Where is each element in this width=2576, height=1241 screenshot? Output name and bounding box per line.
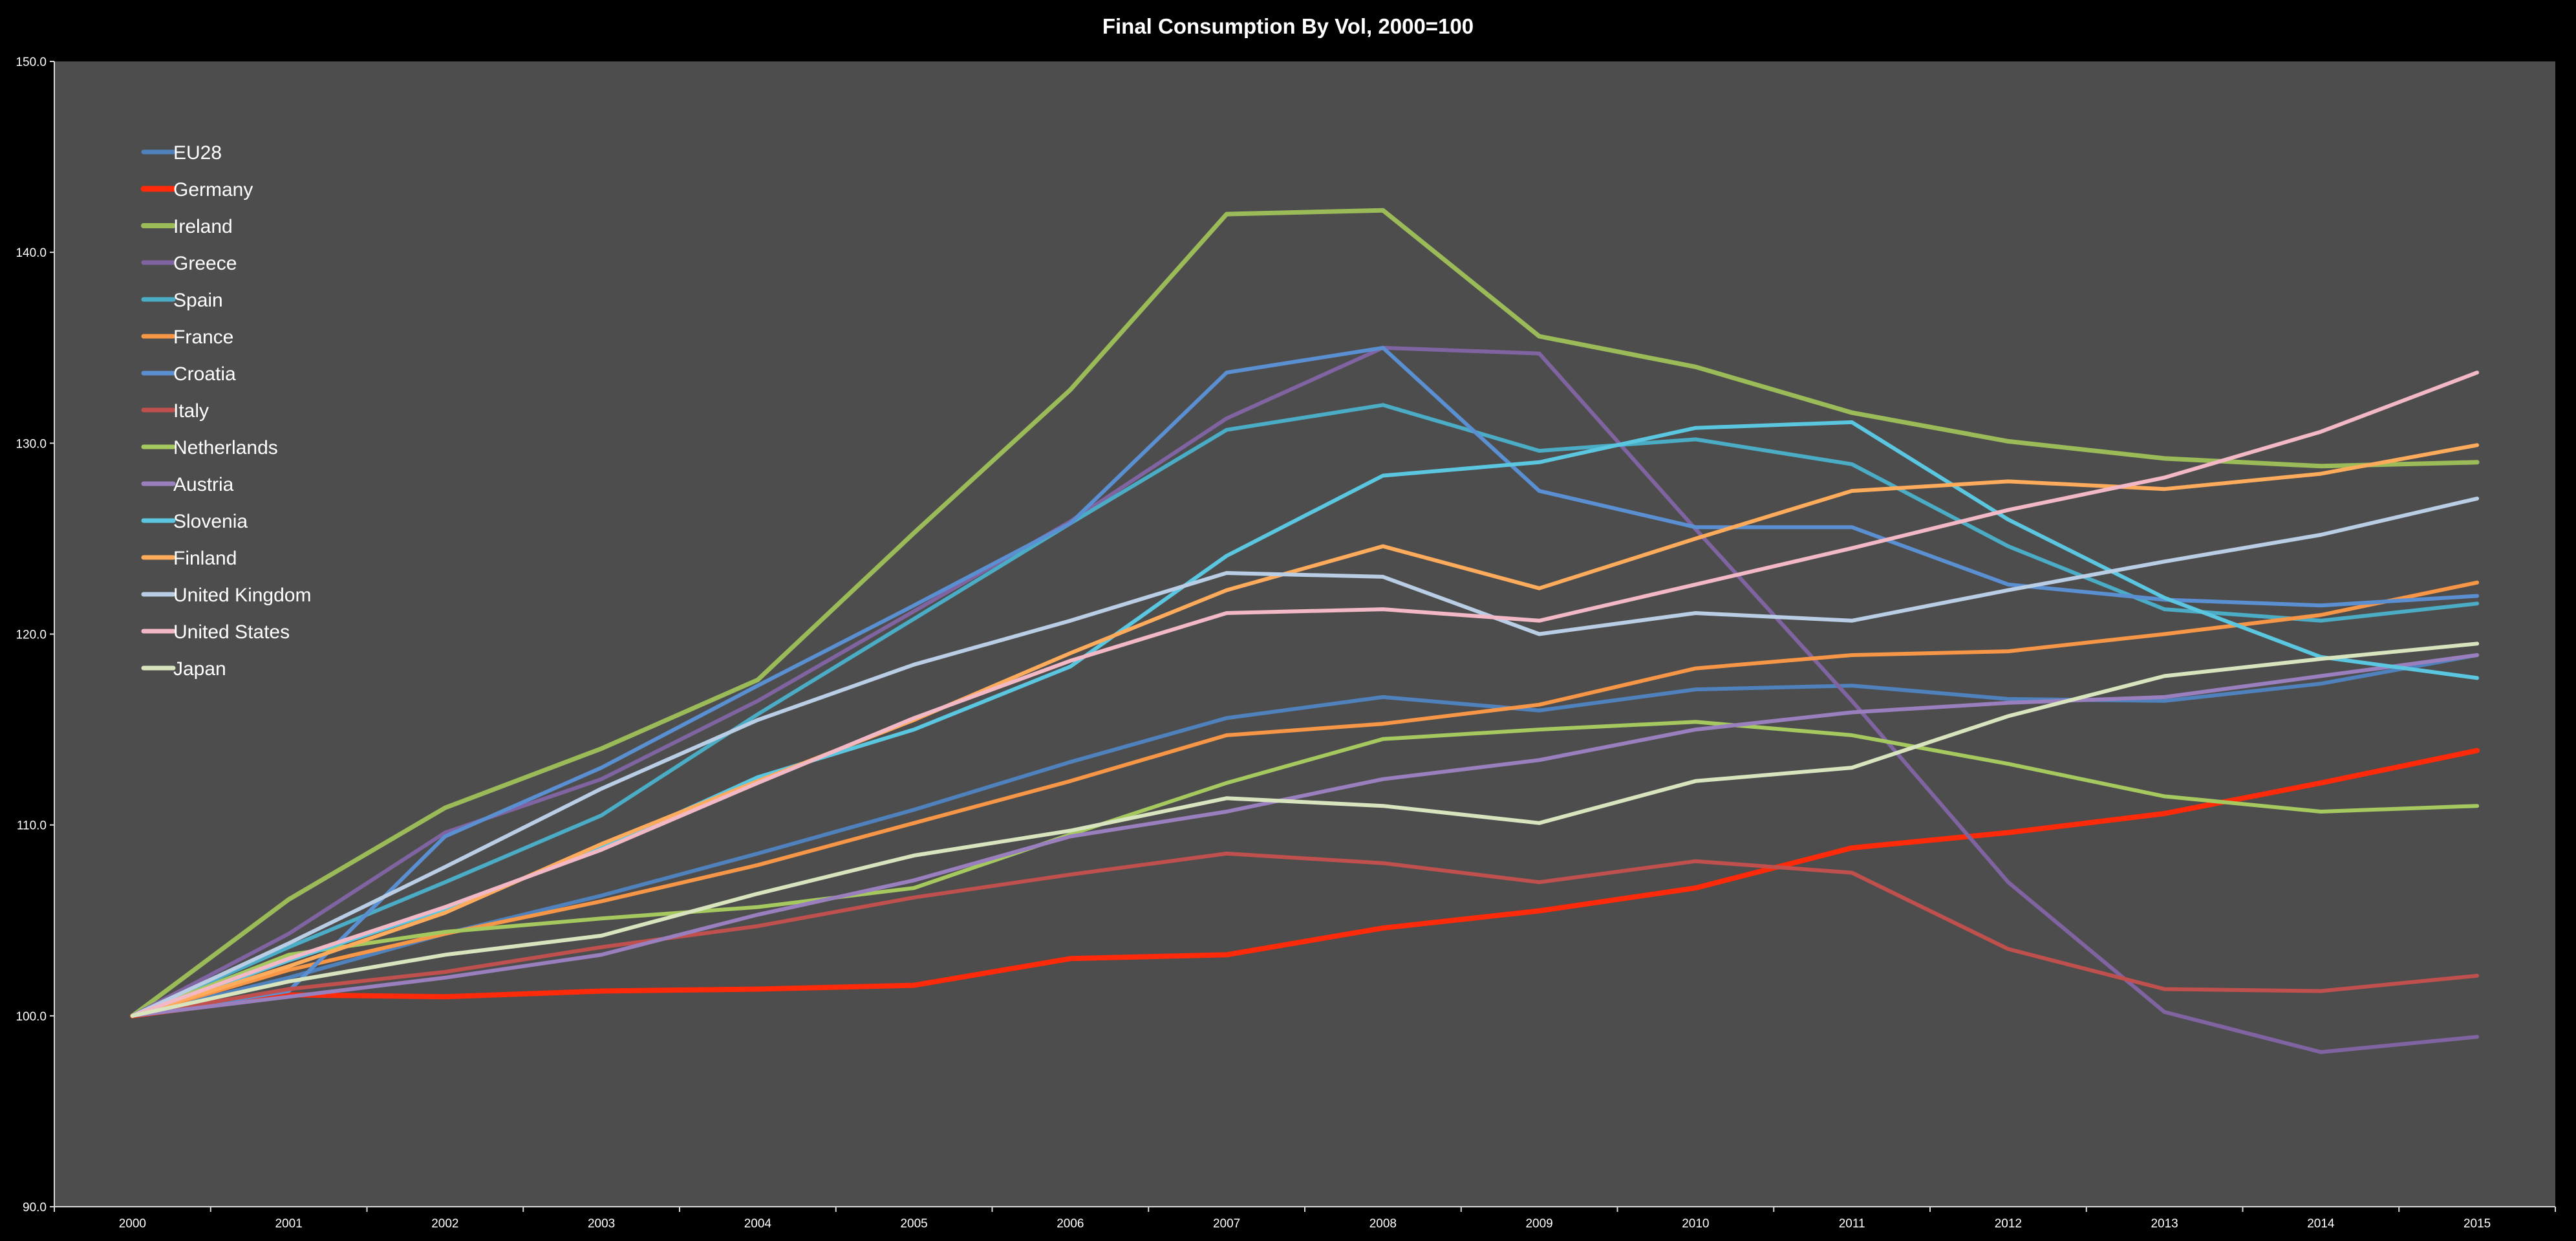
x-tick-label: 2012 — [1995, 1217, 2022, 1231]
x-tick-label: 2004 — [744, 1217, 772, 1231]
x-tick-label: 2000 — [119, 1217, 146, 1231]
series-lines — [129, 208, 2480, 1054]
chart-title: Final Consumption By Vol, 2000=100 — [1102, 14, 1474, 38]
series-line-united-states — [130, 371, 2480, 1018]
plot-area — [54, 61, 2555, 1207]
x-tick-label: 2015 — [2463, 1217, 2491, 1231]
legend-label: Austria — [173, 474, 234, 495]
legend-label: Germany — [173, 179, 253, 200]
x-tick-label: 2005 — [900, 1217, 927, 1231]
legend-label: France — [173, 327, 233, 348]
series-line-austria — [130, 653, 2480, 1018]
series-line-france — [130, 580, 2480, 1018]
y-tick-label: 100.0 — [16, 1010, 47, 1024]
x-tick-label: 2007 — [1213, 1217, 1240, 1231]
series-line-greece — [130, 345, 2480, 1054]
legend-label: Croatia — [173, 363, 236, 385]
x-tick-label: 2008 — [1369, 1217, 1397, 1231]
y-tick-label: 130.0 — [16, 437, 47, 451]
legend-label: Netherlands — [173, 437, 278, 459]
series-line-ireland — [130, 208, 2480, 1019]
legend-label: United Kingdom — [173, 585, 311, 606]
axes: 90.0 100.0 110.0 120.0 130.0 140.0 150.0 2000 20… — [16, 56, 2556, 1231]
series-line-netherlands — [130, 720, 2480, 1018]
x-tick-label: 2010 — [1682, 1217, 1709, 1231]
legend-label: Japan — [173, 658, 226, 680]
x-tick-label: 2014 — [2307, 1217, 2335, 1231]
legend: EU28 Germany Ireland Greece Spain France Croat… — [140, 142, 311, 680]
legend-label: Spain — [173, 290, 223, 311]
x-tick-label: 2003 — [588, 1217, 615, 1231]
x-tick-label: 2009 — [1525, 1217, 1552, 1231]
x-tick-label: 2011 — [1839, 1217, 1865, 1231]
legend-label: Slovenia — [173, 511, 248, 532]
legend-label: Ireland — [173, 216, 233, 237]
x-tick-label: 2001 — [275, 1217, 302, 1231]
y-tick-label: 90.0 — [23, 1201, 47, 1214]
series-line-japan — [130, 642, 2480, 1018]
series-line-united-kingdom — [130, 496, 2480, 1018]
series-line-germany — [129, 748, 2480, 1019]
x-tick-label: 2002 — [431, 1217, 458, 1231]
x-tick-label: 2013 — [2151, 1217, 2178, 1231]
x-tick-label: 2006 — [1057, 1217, 1084, 1231]
legend-label: EU28 — [173, 142, 222, 164]
series-line-croatia — [130, 345, 2480, 1018]
y-tick-label: 110.0 — [17, 819, 47, 833]
legend-label: United States — [173, 621, 290, 643]
legend-label: Italy — [173, 400, 209, 422]
y-tick-label: 120.0 — [16, 629, 47, 642]
series-line-italy — [130, 851, 2480, 1018]
legend-label: Greece — [173, 253, 237, 274]
legend-label: Finland — [173, 548, 237, 569]
y-tick-label: 140.0 — [16, 246, 47, 260]
y-tick-label: 150.0 — [16, 56, 47, 69]
